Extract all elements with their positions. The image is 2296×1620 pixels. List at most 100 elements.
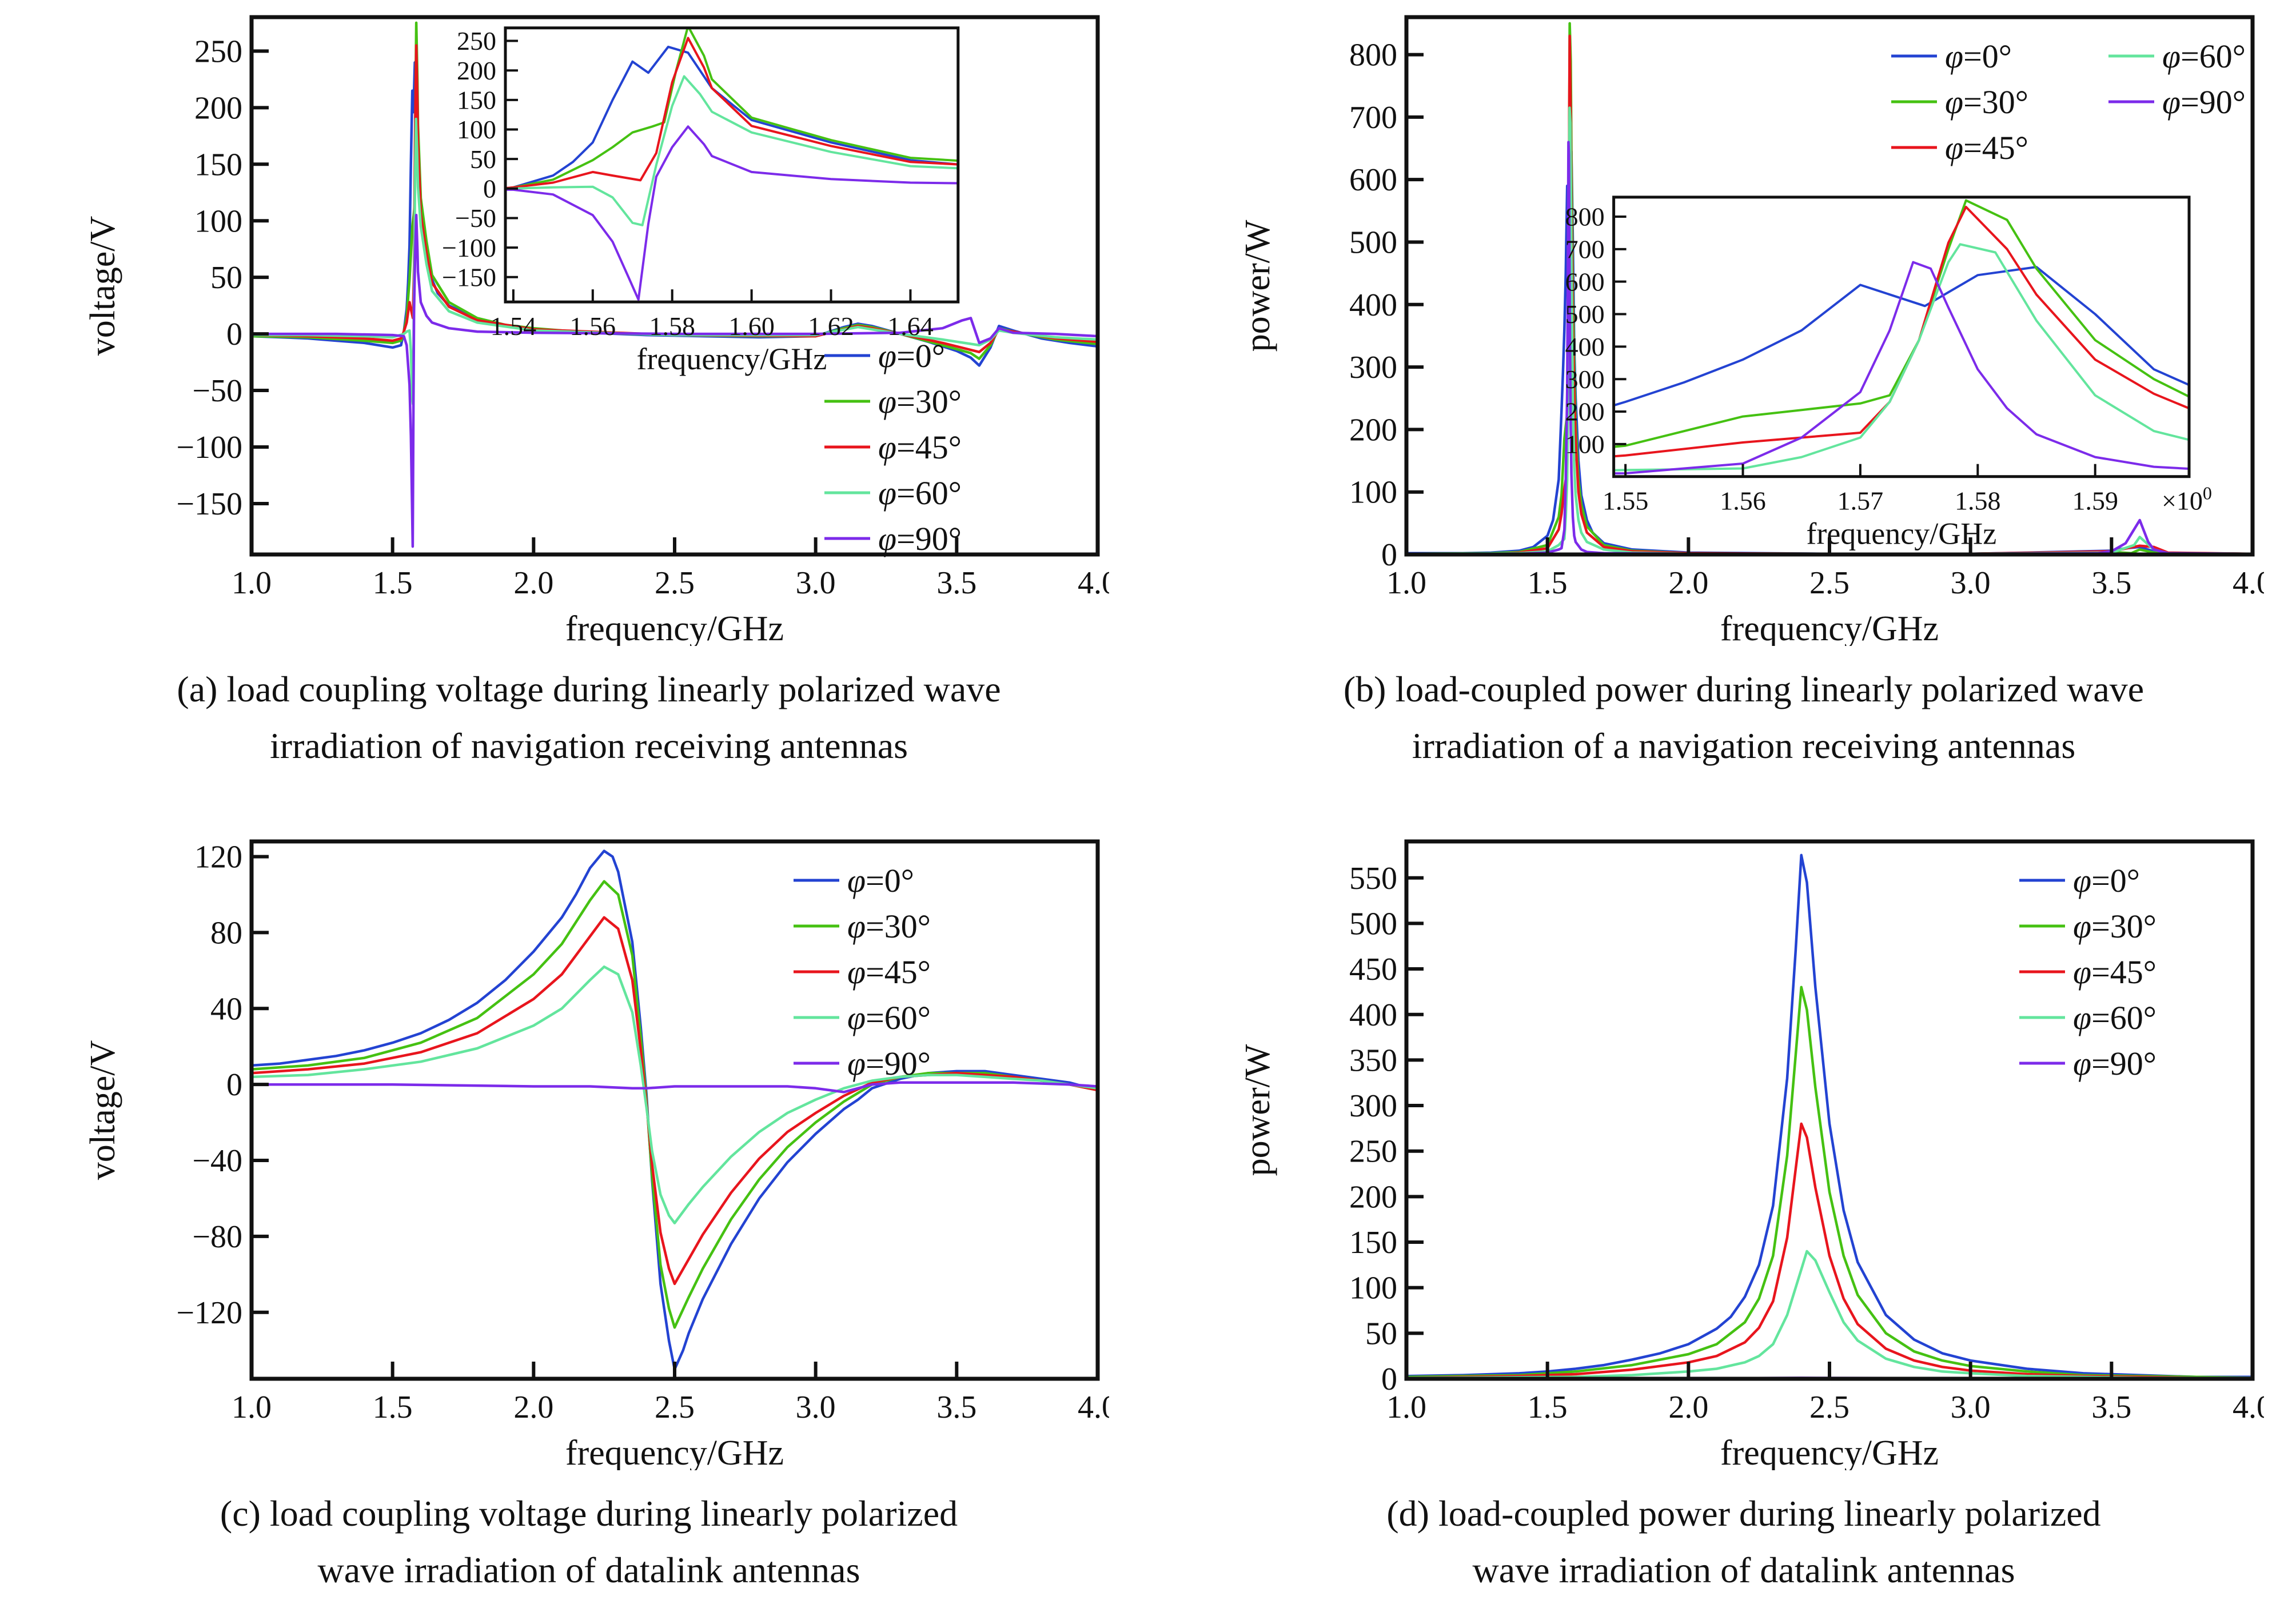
x-tick-label: 1.0 [1386, 1390, 1426, 1425]
y-tick-label: 50 [1365, 1316, 1397, 1351]
legend-label-φ=90°: φ=90° [2073, 1045, 2157, 1082]
series-φ=30° [252, 880, 1098, 1329]
x-tick-label: 2.5 [655, 565, 695, 601]
y-tick-label: −80 [192, 1219, 242, 1255]
y-tick-label: 800 [1349, 38, 1397, 73]
legend-label-φ=90°: φ=90° [847, 1045, 931, 1082]
legend-label-φ=90°: φ=90° [878, 520, 962, 557]
axes-layer: 1.01.52.02.53.03.54.08007006005004003002… [1238, 15, 2264, 646]
x-tick-label: 3.0 [1951, 565, 1991, 601]
caption-a-line1: (a) load coupling voltage during linearl… [177, 669, 1001, 709]
x-tick-label: 1.56 [570, 312, 616, 341]
y-tick-label: 100 [1349, 1271, 1397, 1306]
y-tick-label: 500 [1349, 906, 1397, 941]
y-tick-label: 300 [1565, 365, 1605, 394]
y-tick-label: 200 [457, 56, 496, 85]
inset-scale-note: ×100 [2162, 483, 2212, 516]
legend-label-φ=60°: φ=60° [2162, 38, 2246, 75]
x-tick-label: 2.0 [1668, 1390, 1708, 1425]
y-tick-label: 700 [1349, 100, 1397, 135]
x-tick-label: 2.5 [1809, 565, 1849, 601]
axes-layer: 1.0 1.5 2.0 2.5 3.0 3.5 4.0 120 80 40 0 −40 −80 −120 f… [83, 839, 1109, 1470]
x-tick-label: 2.5 [1809, 1390, 1849, 1425]
x-tick-label: 1.64 [887, 312, 934, 341]
inset-series-φ=60° [1613, 243, 2189, 472]
plot-border [249, 839, 1100, 1381]
caption-b-line2: irradiation of a navigation receiving an… [1412, 725, 2076, 767]
legend-label-φ=60°: φ=60° [878, 474, 962, 512]
y-axis-label: power/W [1238, 220, 1277, 352]
y-tick-label: −50 [455, 204, 496, 233]
chart-power-navigation: 1.55 1.56 1.57 1.58 1.5980070060050040030020… [1238, 15, 2264, 646]
panel-a: 1.54 1.56 1.58 1.60 1.62 1.64 250 200 150 100 50 0−… [69, 6, 1109, 774]
inset-x-axis-label: frequency/GHz [636, 342, 827, 376]
y-tick-label: 200 [1349, 412, 1397, 448]
y-tick-label: −120 [176, 1295, 242, 1331]
y-tick-label: 100 [194, 204, 242, 239]
legend: φ=0° φ=30° φ=45° φ=60° φ=90° [2019, 862, 2157, 1082]
y-tick-label: 700 [1565, 234, 1605, 264]
legend-label-φ=30°: φ=30° [2073, 908, 2157, 945]
series-φ=45° [1406, 1122, 2253, 1379]
inset-series-φ=45° [505, 37, 958, 190]
y-tick-label: 600 [1349, 162, 1397, 198]
plot-border [1404, 15, 2255, 557]
x-tick-label: 1.55 [1603, 486, 1649, 516]
series-φ=90° [252, 214, 1098, 548]
y-tick-label: 50 [470, 145, 496, 174]
y-tick-label: 300 [1349, 350, 1397, 385]
legend-label-φ=90°: φ=90° [2162, 83, 2246, 121]
y-tick-label: 250 [457, 26, 496, 55]
y-tick-label: 150 [457, 85, 496, 114]
x-tick-label: 1.62 [808, 312, 854, 341]
y-tick-label: 100 [1565, 430, 1605, 459]
plot-border [1404, 839, 2255, 1381]
inset-series-φ=60° [505, 75, 958, 226]
x-tick-label: 4.0 [2233, 1390, 2264, 1425]
y-tick-label: 250 [1349, 1134, 1397, 1170]
y-tick-label: 0 [1381, 537, 1397, 573]
x-tick-label: 4.0 [1078, 565, 1109, 601]
x-tick-label: 1.60 [728, 312, 775, 341]
legend-label-φ=30°: φ=30° [847, 908, 931, 945]
y-tick-label: 200 [1565, 397, 1605, 426]
legend-label-φ=45°: φ=45° [2073, 953, 2157, 991]
caption-a: (a) load coupling voltage during linearl… [69, 661, 1109, 774]
y-axis-label: power/W [1238, 1044, 1277, 1176]
inset-background [1611, 194, 2191, 479]
x-tick-label: 3.5 [2091, 565, 2131, 601]
legend: φ=0° φ=30° φ=45° φ=60° φ=90° [794, 862, 931, 1082]
series-φ=30° [252, 21, 1098, 360]
y-tick-label: −100 [176, 430, 242, 465]
inset-axes: 1.54 1.56 1.58 1.60 1.62 1.64250200150100500−… [442, 26, 960, 376]
legend-label-φ=30°: φ=30° [878, 383, 962, 420]
y-tick-label: −50 [192, 373, 242, 409]
axes-layer: 1.01.52.02.53.03.54.05505004504003503002… [1238, 839, 2264, 1470]
y-tick-label: 500 [1565, 300, 1605, 329]
y-tick-label: 400 [1349, 997, 1397, 1033]
y-tick-label: 0 [226, 317, 242, 352]
legend-label-φ=45°: φ=45° [878, 429, 962, 466]
y-tick-label: 200 [1349, 1179, 1397, 1215]
x-axis-label: frequency/GHz [1720, 1434, 1939, 1470]
inset-series-layer [1613, 199, 2189, 475]
inset-x-axis-label: frequency/GHz [1806, 517, 1996, 551]
y-tick-label: 150 [1349, 1225, 1397, 1260]
y-tick-label: 400 [1565, 332, 1605, 361]
y-tick-label: 40 [210, 991, 242, 1027]
panel-b: 1.55 1.56 1.57 1.58 1.59 800 700 600 500 400 300 20… [1223, 6, 2264, 774]
y-tick-label: −150 [176, 486, 242, 522]
x-axis-label: frequency/GHz [1720, 609, 1939, 646]
series-layer [252, 849, 1098, 1371]
x-tick-label: 3.0 [796, 1390, 836, 1425]
x-tick-label: 1.57 [1837, 486, 1884, 516]
y-axis-label: voltage/V [83, 1040, 122, 1180]
series-φ=60° [252, 117, 1098, 406]
chart-voltage-navigation: 1.54 1.56 1.58 1.60 1.62 1.64250200150100500−… [83, 15, 1109, 646]
chart-power-datalink: 1.01.52.02.53.03.54.05505004504003503002… [1238, 839, 2264, 1470]
legend-label-φ=30°: φ=30° [1945, 83, 2028, 121]
inset-series-φ=90° [505, 125, 958, 301]
series-φ=60° [252, 965, 1098, 1224]
y-tick-label: 500 [1349, 225, 1397, 261]
